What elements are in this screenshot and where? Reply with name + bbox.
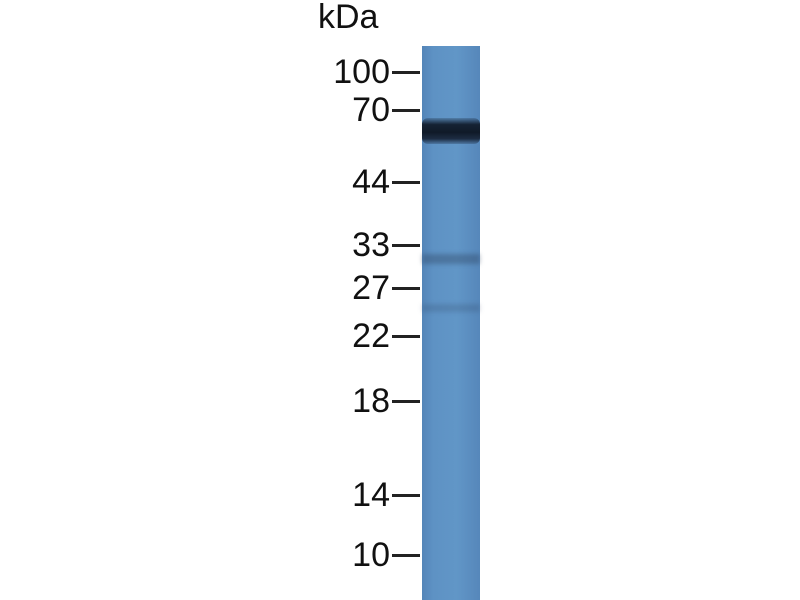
- marker-22: 22: [250, 316, 420, 356]
- marker-label: 10: [352, 536, 390, 574]
- marker-18: 18: [250, 381, 420, 421]
- marker-tick: [392, 287, 420, 290]
- marker-tick: [392, 71, 420, 74]
- marker-14: 14: [250, 475, 420, 515]
- blot-lane: [422, 46, 480, 600]
- marker-44: 44: [250, 162, 420, 202]
- marker-100: 100: [250, 52, 420, 92]
- faint-band: [422, 304, 480, 312]
- marker-tick: [392, 400, 420, 403]
- main-band: [422, 118, 480, 144]
- marker-label: 100: [333, 53, 390, 91]
- unit-label: kDa: [318, 0, 379, 36]
- marker-label: 27: [352, 269, 390, 307]
- marker-tick: [392, 109, 420, 112]
- marker-10: 10: [250, 535, 420, 575]
- marker-tick: [392, 335, 420, 338]
- marker-tick: [392, 244, 420, 247]
- marker-27: 27: [250, 268, 420, 308]
- marker-tick: [392, 494, 420, 497]
- marker-tick: [392, 181, 420, 184]
- marker-label: 33: [352, 226, 390, 264]
- marker-33: 33: [250, 225, 420, 265]
- marker-label: 22: [352, 317, 390, 355]
- marker-label: 70: [352, 91, 390, 129]
- marker-tick: [392, 554, 420, 557]
- marker-label: 44: [352, 163, 390, 201]
- marker-label: 14: [352, 476, 390, 514]
- faint-band: [422, 254, 480, 264]
- marker-label: 18: [352, 382, 390, 420]
- marker-70: 70: [250, 90, 420, 130]
